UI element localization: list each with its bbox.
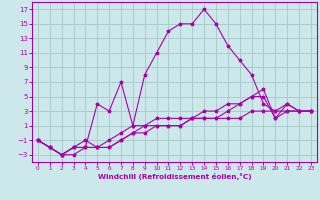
X-axis label: Windchill (Refroidissement éolien,°C): Windchill (Refroidissement éolien,°C)	[98, 173, 251, 180]
